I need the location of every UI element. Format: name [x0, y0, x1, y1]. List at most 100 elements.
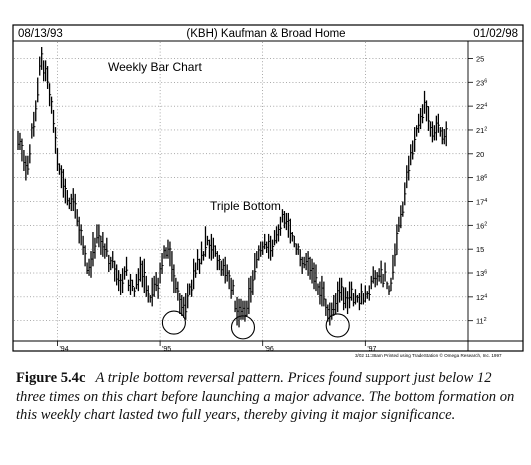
price-tick-fraction: 4	[484, 103, 487, 109]
date-tick-label: '96	[265, 346, 274, 353]
price-bar	[52, 109, 56, 133]
price-tick-label: 20	[476, 150, 484, 159]
price-bar	[386, 281, 389, 290]
price-bar	[408, 155, 411, 181]
price-bar	[133, 287, 137, 297]
price-bar	[187, 283, 190, 309]
price-tick-whole: 17	[476, 197, 484, 206]
price-tick-whole: 25	[476, 54, 484, 63]
price-bar	[427, 106, 431, 131]
price-bar	[382, 273, 385, 288]
price-tick-whole: 21	[476, 126, 484, 135]
header-title: (KBH) Kaufman & Broad Home	[186, 28, 345, 40]
price-bar	[121, 268, 125, 294]
price-bar	[54, 127, 58, 154]
price-tick-fraction: 6	[484, 79, 487, 85]
price-tick-whole: 23	[476, 78, 484, 87]
price-tick-fraction: 6	[484, 269, 487, 275]
price-tick-whole: 18	[476, 174, 484, 183]
price-bar	[384, 262, 387, 282]
footer-note: 3/02 11:38am Printed using TradeStation …	[355, 352, 502, 358]
price-tick-fraction: 4	[484, 293, 487, 299]
date-tick-label: '94	[59, 346, 68, 353]
price-bar	[271, 239, 275, 257]
price-bar	[350, 281, 354, 301]
price-bar	[185, 293, 188, 320]
price-bar	[50, 96, 54, 114]
triple-bottom-circle	[325, 313, 350, 338]
price-tick-label: 124	[476, 293, 487, 302]
price-tick-label: 112	[476, 317, 487, 326]
price-chart: 08/13/93 (KBH) Kaufman & Broad Home 01/0…	[12, 24, 524, 358]
price-bar	[131, 279, 135, 292]
price-bar	[194, 262, 198, 278]
price-bar	[74, 193, 77, 219]
price-bar	[412, 140, 415, 160]
price-tick-label: 25	[476, 54, 484, 63]
price-gridlines	[14, 58, 468, 321]
price-tick-whole: 12	[476, 293, 484, 302]
price-bar	[402, 201, 405, 217]
price-bar	[232, 279, 235, 295]
price-tick-whole: 22	[476, 102, 484, 111]
price-tick-fraction: 2	[484, 317, 487, 323]
price-bar	[169, 241, 172, 267]
price-bar	[228, 270, 231, 290]
figure-caption-text: A triple bottom reversal pattern. Prices…	[16, 370, 515, 423]
price-bar	[396, 224, 399, 255]
price-bar	[191, 279, 194, 297]
price-bar	[204, 226, 208, 257]
price-tick-label: 162	[476, 221, 487, 230]
price-bar	[147, 285, 150, 303]
price-bar	[48, 83, 52, 107]
price-bar	[29, 144, 32, 164]
price-tick-whole: 15	[476, 245, 484, 254]
price-tick-label: 174	[476, 197, 487, 206]
date-tick-label: '97	[367, 346, 376, 353]
price-bar	[157, 277, 160, 299]
price-tick-fraction: 2	[484, 126, 487, 132]
date-tick-label: '95	[162, 346, 171, 353]
price-bar	[368, 285, 371, 301]
date-axis: '94 '95 '96 '97	[57, 341, 377, 353]
price-bar	[84, 245, 87, 267]
price-bar	[35, 100, 38, 122]
price-bar	[41, 47, 44, 70]
price-bar	[33, 111, 36, 137]
price-bar	[106, 237, 109, 257]
price-bar	[297, 243, 300, 255]
pattern-annotation: Triple Bottom	[210, 199, 281, 213]
price-bar	[37, 77, 40, 103]
triple-bottom-circle	[161, 310, 186, 335]
price-bar	[437, 113, 440, 133]
triple-bottom-circle	[230, 315, 256, 340]
price-tick-label: 186	[476, 174, 487, 183]
price-bar	[404, 182, 407, 206]
price-bar	[161, 252, 164, 274]
price-tick-whole: 20	[476, 150, 484, 159]
price-bar	[252, 270, 255, 295]
price-bar	[218, 254, 221, 271]
price-bar	[445, 121, 448, 147]
price-bar	[254, 252, 257, 280]
figure-caption: Figure 5.4c A triple bottom reversal patt…	[16, 369, 521, 425]
price-bar	[279, 216, 283, 236]
price-bar	[46, 66, 50, 89]
price-tick-whole: 13	[476, 269, 484, 278]
price-tick-fraction: 6	[484, 174, 487, 180]
price-bar	[21, 138, 24, 162]
price-bar	[80, 224, 83, 246]
price-bar	[143, 258, 146, 294]
price-tick-fraction: 2	[484, 222, 487, 228]
price-bar	[173, 264, 176, 294]
price-bar	[380, 260, 383, 284]
price-bar	[392, 254, 395, 280]
price-bar	[414, 127, 417, 152]
price-tick-label: 236	[476, 78, 487, 87]
price-bar	[27, 155, 30, 175]
price-tick-label: 212	[476, 126, 487, 135]
chart-container: 08/13/93 (KBH) Kaufman & Broad Home 01/0…	[12, 5, 524, 360]
price-bar	[64, 178, 67, 204]
price-bar	[315, 264, 318, 292]
